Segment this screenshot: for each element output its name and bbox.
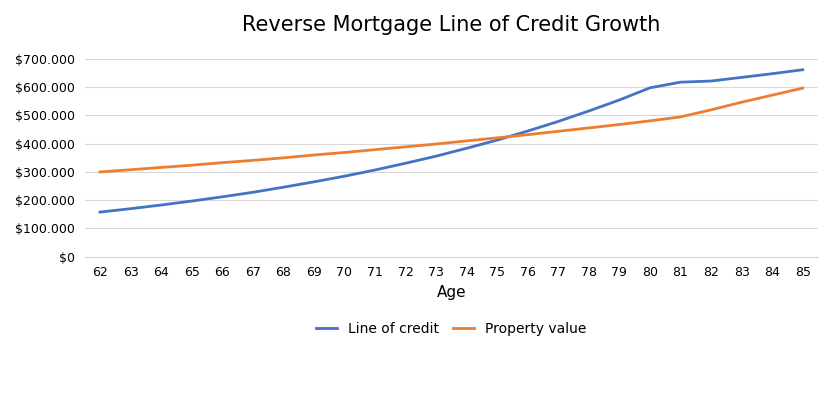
Line of credit [217, 194, 227, 199]
Line of credit [615, 97, 625, 102]
Line of credit [492, 138, 502, 142]
X-axis label: Age: Age [436, 285, 466, 300]
Property value [523, 132, 533, 137]
Property value [187, 163, 197, 168]
Property value [767, 93, 777, 97]
Line of credit [339, 174, 349, 178]
Line of credit [706, 79, 716, 83]
Line of credit [553, 119, 563, 124]
Line of credit [461, 146, 471, 151]
Property value [278, 156, 288, 160]
Line of credit [187, 198, 197, 203]
Line of credit [309, 180, 319, 184]
Property value [309, 153, 319, 158]
Line of credit [676, 80, 686, 85]
Line of credit [370, 168, 380, 172]
Property value [798, 86, 808, 91]
Property value [370, 147, 380, 152]
Property value [584, 126, 594, 130]
Line of credit [95, 210, 105, 215]
Line of credit [584, 109, 594, 113]
Property value [492, 136, 502, 140]
Legend: Line of credit, Property value: Line of credit, Property value [311, 317, 592, 342]
Property value [736, 100, 746, 105]
Line of credit [767, 71, 777, 76]
Line of credit [645, 85, 655, 90]
Title: Reverse Mortgage Line of Credit Growth: Reverse Mortgage Line of Credit Growth [242, 15, 661, 35]
Property value [431, 142, 441, 146]
Line of credit [156, 203, 166, 207]
Property value [339, 150, 349, 155]
Property value [645, 118, 655, 123]
Line of credit [798, 67, 808, 72]
Line of credit [736, 75, 746, 80]
Line of credit [247, 190, 257, 195]
Property value [126, 167, 136, 172]
Property value [95, 170, 105, 174]
Line of credit [126, 206, 136, 211]
Property value [706, 107, 716, 112]
Property value [676, 115, 686, 119]
Property value [615, 122, 625, 127]
Property value [461, 138, 471, 143]
Line: Property value: Property value [100, 88, 803, 172]
Property value [553, 129, 563, 134]
Line of credit [278, 185, 288, 190]
Line: Line of credit: Line of credit [100, 70, 803, 212]
Line of credit [401, 161, 411, 166]
Line of credit [431, 154, 441, 158]
Property value [247, 158, 257, 163]
Property value [156, 165, 166, 170]
Property value [401, 144, 411, 149]
Line of credit [523, 129, 533, 134]
Property value [217, 160, 227, 165]
